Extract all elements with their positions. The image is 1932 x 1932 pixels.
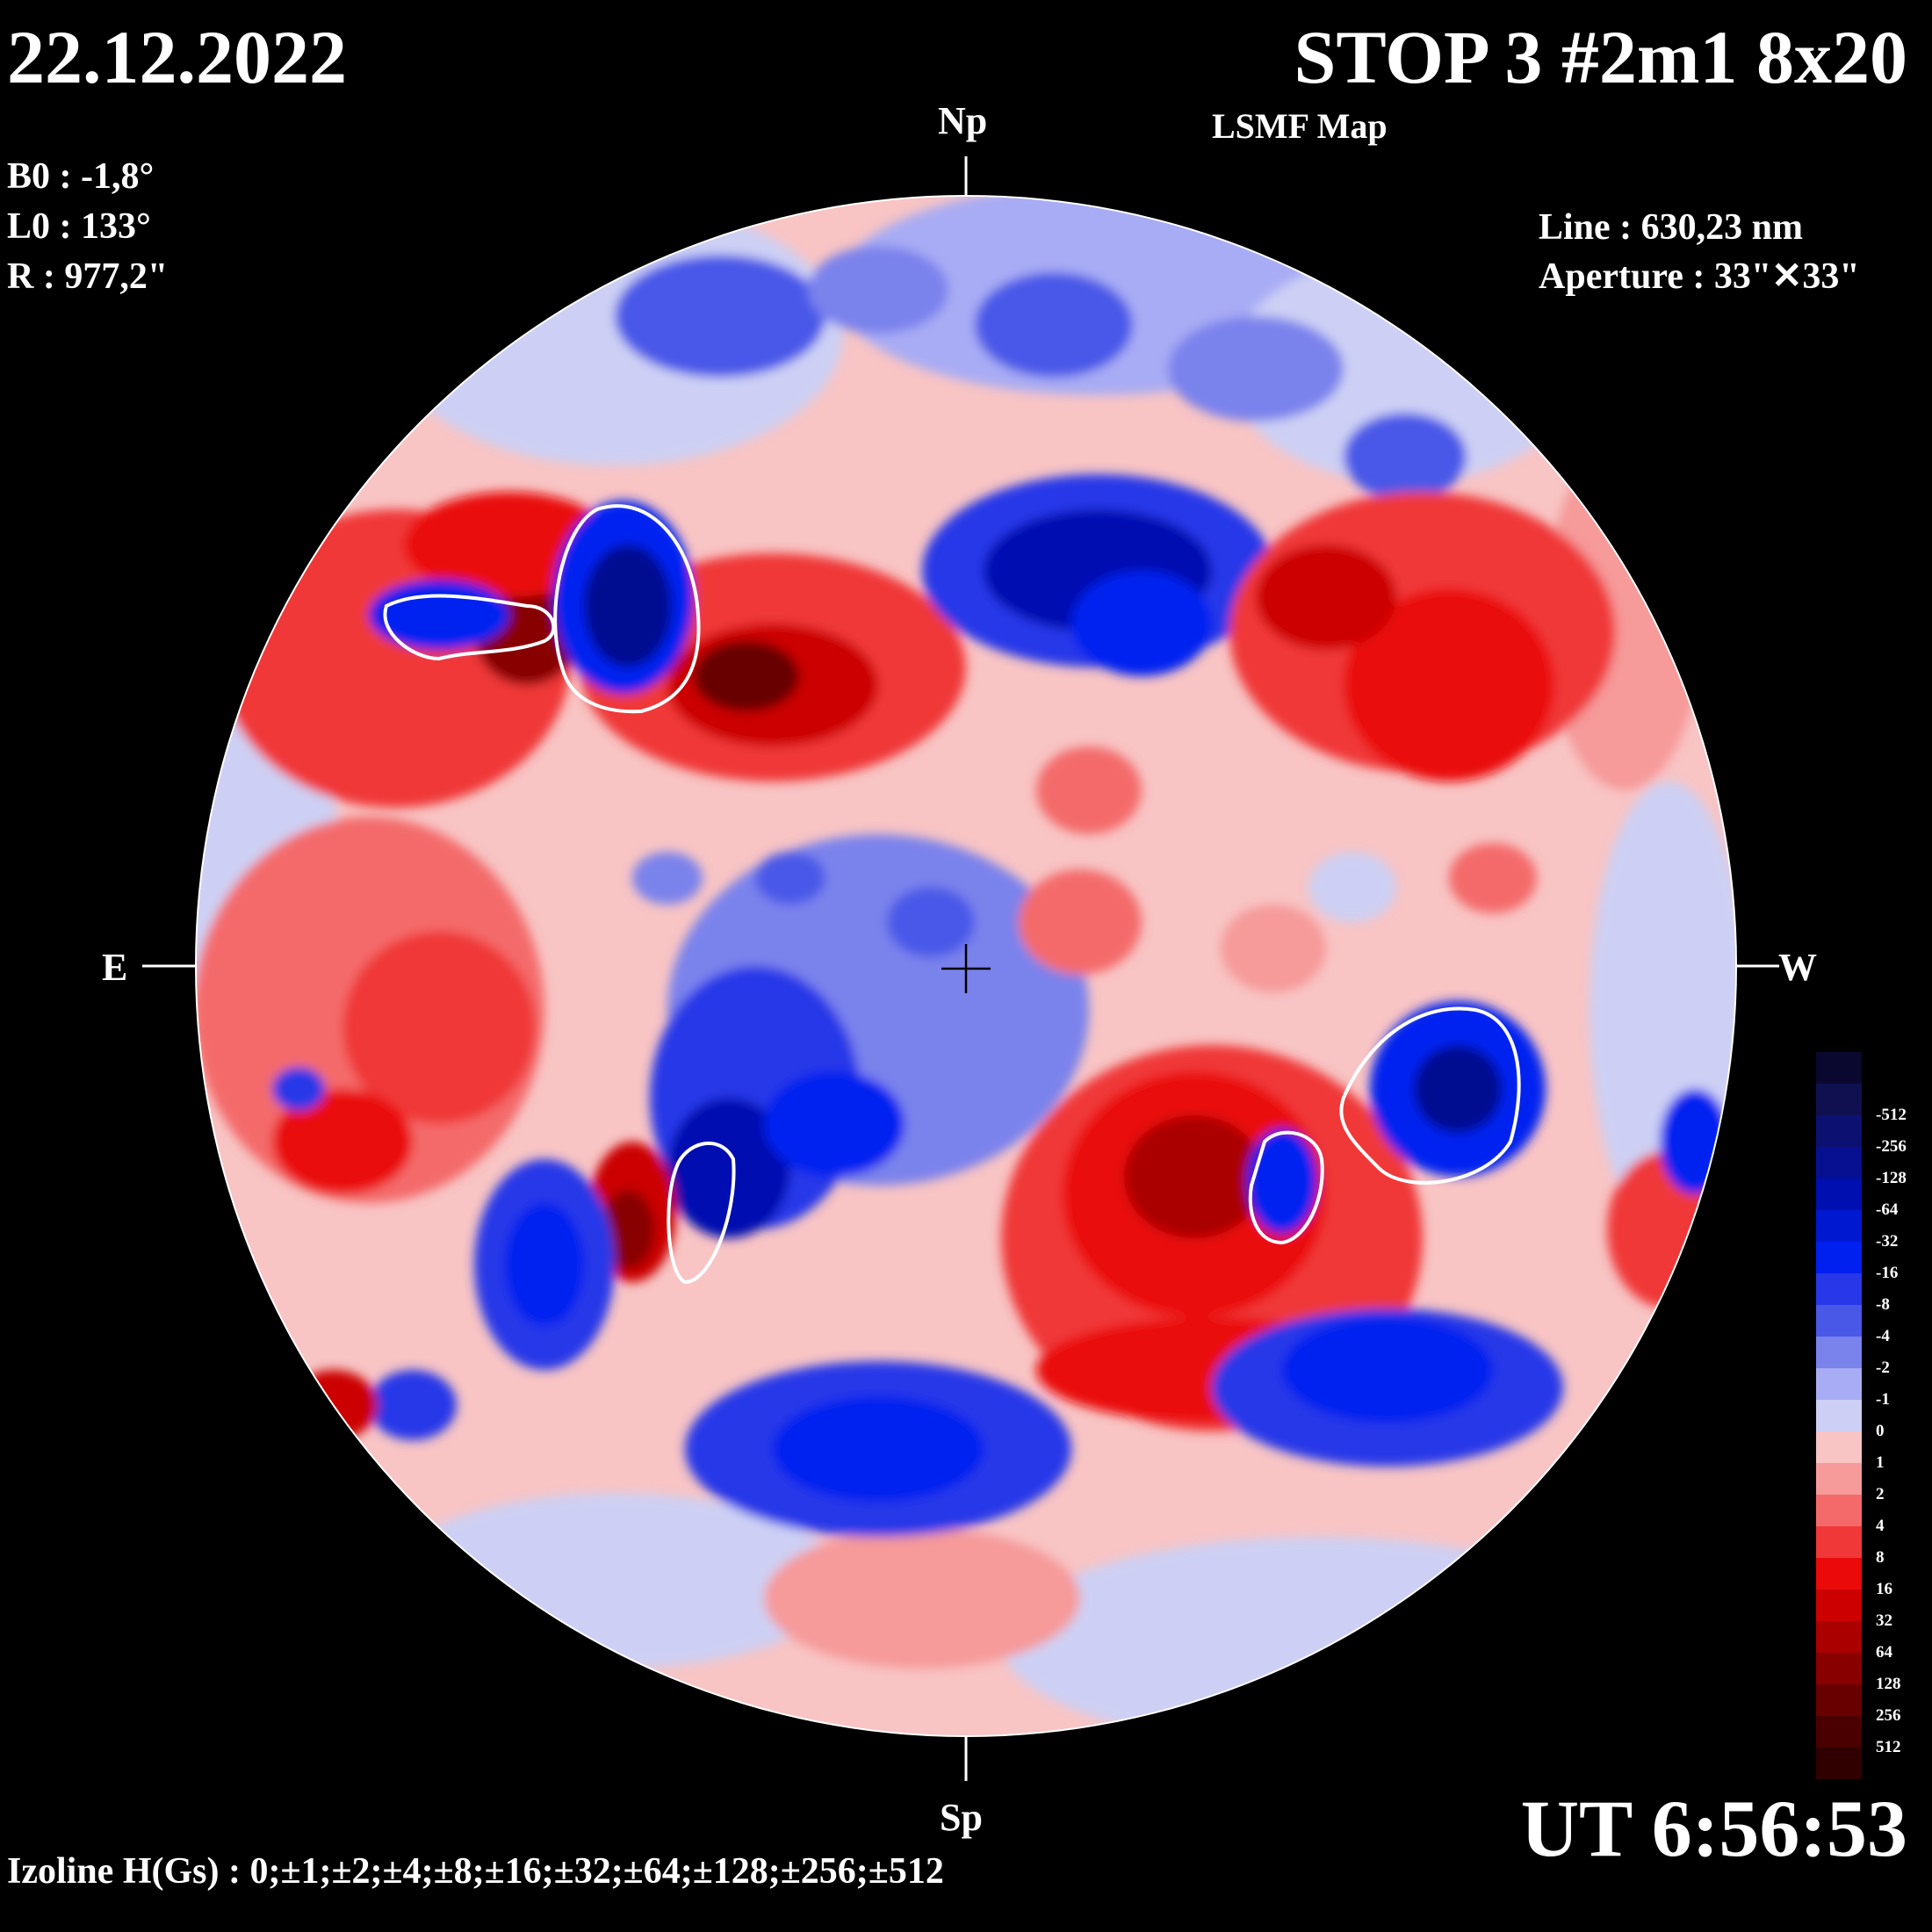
color-scale-cell bbox=[1816, 1495, 1862, 1526]
color-scale-label: -128 bbox=[1876, 1169, 1907, 1187]
south-pole-label: Sp bbox=[940, 1796, 983, 1839]
center-crosshair-icon bbox=[941, 944, 991, 993]
color-scale-label: 128 bbox=[1876, 1675, 1901, 1693]
color-scale-label: 4 bbox=[1876, 1517, 1885, 1535]
color-scale-cell bbox=[1816, 1147, 1862, 1179]
color-scale-cell bbox=[1816, 1305, 1862, 1337]
color-scale-cell bbox=[1816, 1115, 1862, 1147]
north-pole-label: Np bbox=[938, 99, 988, 142]
color-scale-label: -512 bbox=[1876, 1106, 1907, 1124]
east-label: E bbox=[102, 946, 128, 989]
color-scale-cell bbox=[1816, 1716, 1862, 1748]
param-b0: B0 : -1,8° bbox=[7, 156, 155, 197]
color-scale-cell bbox=[1816, 1052, 1862, 1084]
color-scale-label: -2 bbox=[1876, 1359, 1890, 1377]
color-scale-cell bbox=[1816, 1526, 1862, 1558]
color-scale-bar bbox=[1816, 1052, 1862, 1779]
color-scale-label: -256 bbox=[1876, 1137, 1907, 1156]
universal-time: UT 6:56:53 bbox=[1520, 1784, 1907, 1873]
color-scale-label: 512 bbox=[1876, 1738, 1901, 1756]
color-scale-cell bbox=[1816, 1748, 1862, 1779]
color-scale-cell bbox=[1816, 1084, 1862, 1115]
color-scale-label: -64 bbox=[1876, 1200, 1899, 1219]
color-scale-label: -4 bbox=[1876, 1327, 1890, 1345]
color-scale-cell bbox=[1816, 1210, 1862, 1242]
color-scale-cell bbox=[1816, 1684, 1862, 1716]
color-scale-cell bbox=[1816, 1463, 1862, 1495]
color-scale-label: 16 bbox=[1876, 1580, 1892, 1598]
color-scale-cell bbox=[1816, 1621, 1862, 1653]
color-scale-label: 64 bbox=[1876, 1643, 1892, 1662]
izoline-levels: Izoline H(Gs) : 0;±1;±2;±4;±8;±16;±32;±6… bbox=[7, 1851, 944, 1892]
color-scale-label: -32 bbox=[1876, 1232, 1899, 1251]
color-scale-cell bbox=[1816, 1558, 1862, 1590]
color-scale-cell bbox=[1816, 1590, 1862, 1621]
color-scale-label: 1 bbox=[1876, 1453, 1885, 1472]
color-scale-cell bbox=[1816, 1368, 1862, 1400]
aperture-size: Aperture : 33"✕33" bbox=[1539, 256, 1860, 297]
color-scale-label: 0 bbox=[1876, 1422, 1885, 1440]
param-r: R : 977,2" bbox=[7, 256, 169, 297]
color-scale-label: 32 bbox=[1876, 1611, 1892, 1630]
param-l0: L0 : 133° bbox=[7, 206, 151, 247]
west-label: W bbox=[1778, 946, 1817, 989]
map-title: STOP 3 #2m1 8x20 bbox=[1294, 15, 1907, 99]
spectral-line: Line : 630,23 nm bbox=[1539, 207, 1804, 248]
color-scale-label: 8 bbox=[1876, 1548, 1885, 1567]
map-subtitle: LSMF Map bbox=[1212, 106, 1388, 146]
color-scale-label: 2 bbox=[1876, 1485, 1885, 1503]
color-scale-label: -8 bbox=[1876, 1295, 1890, 1314]
color-scale-cell bbox=[1816, 1431, 1862, 1463]
color-scale-cell bbox=[1816, 1400, 1862, 1431]
observation-date: 22.12.2022 bbox=[7, 15, 347, 99]
color-scale-cell bbox=[1816, 1273, 1862, 1305]
color-scale-label: -1 bbox=[1876, 1390, 1890, 1409]
color-scale-cell bbox=[1816, 1242, 1862, 1273]
color-scale-cell bbox=[1816, 1337, 1862, 1368]
color-scale-cell bbox=[1816, 1653, 1862, 1684]
color-scale-cell bbox=[1816, 1179, 1862, 1210]
color-scale-label: 256 bbox=[1876, 1706, 1901, 1725]
color-scale-label: -16 bbox=[1876, 1264, 1899, 1282]
